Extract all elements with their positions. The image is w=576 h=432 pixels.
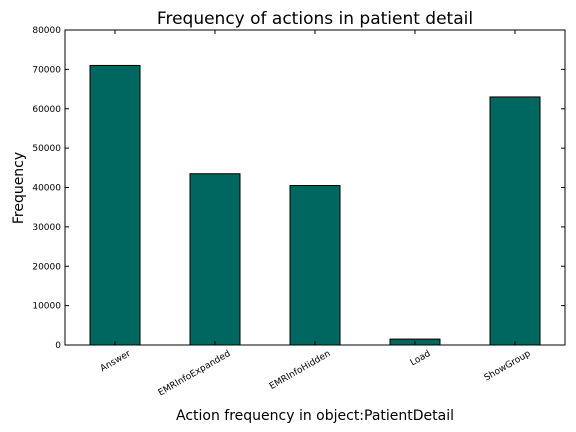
y-tick-label: 0	[55, 341, 61, 351]
y-tick-label: 80000	[32, 26, 61, 36]
y-tick-label: 30000	[32, 223, 61, 233]
x-tick-label-answer: Answer	[99, 349, 133, 374]
chart-title: Frequency of actions in patient detail	[157, 9, 473, 29]
y-tick-label: 10000	[32, 302, 61, 312]
y-axis-label: Frequency	[11, 152, 27, 224]
y-tick-label: 40000	[32, 184, 61, 194]
x-tick-label-emrinfohidden: EMRInfoHidden	[268, 349, 332, 392]
y-tick-label: 20000	[32, 262, 61, 272]
y-tick-label: 50000	[32, 144, 61, 154]
y-tick-label: 60000	[32, 105, 61, 115]
x-tick-label-load: Load	[409, 349, 433, 368]
plot-area: 0 10000 20000 30000 40000 50000 60000 70000 8000…	[32, 26, 566, 398]
x-axis-label: Action frequency in object:PatientDetail	[176, 408, 454, 424]
bar-emrinfohidden	[289, 185, 341, 346]
y-tick-label: 70000	[32, 65, 61, 75]
bar-emrinfoexpanded	[189, 173, 241, 346]
bar-answer	[89, 64, 141, 346]
x-tick-label-showgroup: ShowGroup	[483, 349, 533, 384]
x-tick-label-emrinfoexpanded: EMRInfoExpanded	[157, 349, 233, 398]
bar-showgroup	[489, 96, 541, 346]
